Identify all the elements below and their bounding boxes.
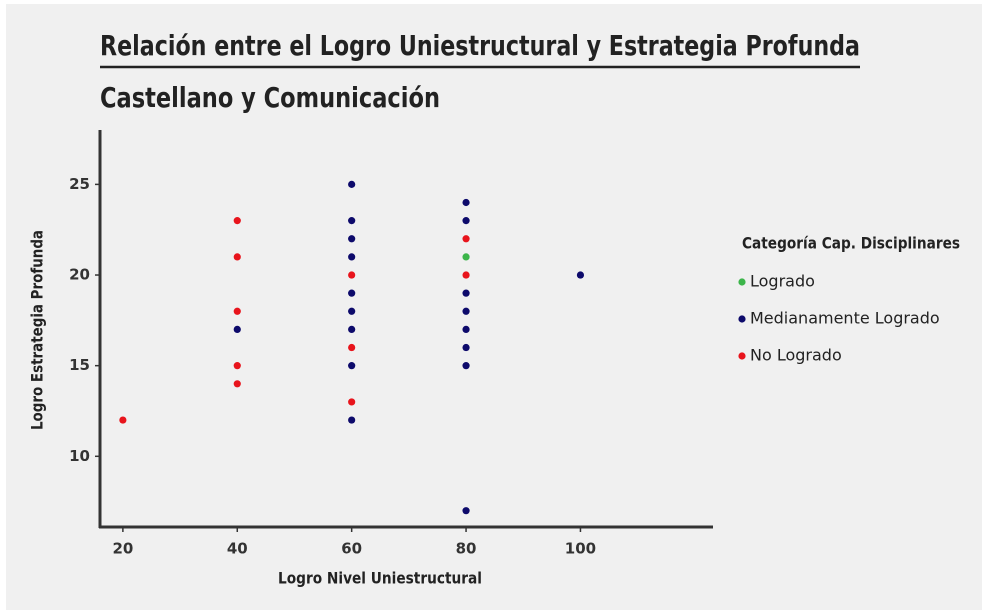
- chart-subtitle: Castellano y Comunicación: [100, 81, 440, 114]
- point: [348, 180, 356, 188]
- chart-title: Relación entre el Logro Uniestructural y…: [100, 29, 860, 62]
- legend-label: Medianamente Logrado: [750, 309, 940, 328]
- x-tick-label: 80: [456, 540, 477, 558]
- legend-label: No Logrado: [750, 346, 842, 365]
- y-tick-label: 20: [69, 266, 90, 284]
- point: [348, 289, 356, 297]
- point: [348, 362, 356, 370]
- legend-marker: [738, 315, 746, 323]
- background: [6, 4, 982, 610]
- point: [348, 307, 356, 315]
- point: [348, 271, 356, 279]
- point: [462, 507, 470, 515]
- x-tick-label: 40: [227, 540, 248, 558]
- y-tick-label: 10: [69, 447, 90, 465]
- point: [348, 235, 356, 243]
- y-tick-label: 15: [69, 356, 90, 374]
- point: [462, 217, 470, 225]
- legend-marker: [738, 352, 746, 360]
- legend-title: Categoría Cap. Disciplinares: [742, 234, 960, 253]
- point: [576, 271, 585, 279]
- point: [348, 343, 356, 352]
- point: [462, 343, 470, 352]
- legend-marker: [738, 278, 746, 286]
- x-axis-label: Logro Nivel Uniestructural: [278, 569, 482, 588]
- legend-label: Logrado: [750, 272, 815, 291]
- point: [462, 235, 470, 243]
- y-tick-label: 25: [69, 175, 90, 193]
- y-axis-label: Logro Estrategia Profunda: [28, 230, 47, 430]
- point: [462, 362, 470, 370]
- x-tick-label: 20: [112, 540, 133, 558]
- point: [462, 271, 470, 279]
- point: [233, 325, 241, 334]
- point: [233, 217, 241, 225]
- point: [462, 325, 470, 334]
- point: [462, 198, 470, 207]
- point: [462, 253, 470, 261]
- point: [462, 307, 470, 315]
- point: [233, 307, 241, 315]
- point: [233, 253, 241, 261]
- point: [348, 325, 356, 334]
- point: [462, 289, 470, 297]
- point: [233, 362, 241, 370]
- point: [348, 217, 356, 225]
- point: [348, 398, 356, 406]
- point: [233, 380, 241, 388]
- x-tick-label: 60: [341, 540, 362, 558]
- point: [348, 416, 356, 424]
- point: [119, 416, 127, 424]
- x-tick-label: 100: [565, 540, 596, 558]
- point: [348, 253, 356, 261]
